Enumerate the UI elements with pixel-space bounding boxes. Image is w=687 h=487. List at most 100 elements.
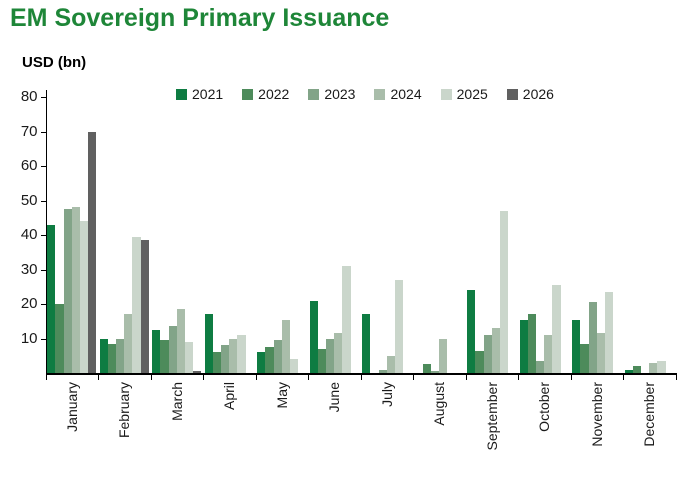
- bar-2023-march: [168, 326, 177, 373]
- legend-label-2026: 2026: [522, 86, 554, 102]
- legend-label-2021: 2021: [192, 86, 224, 102]
- bar-2024-february: [124, 314, 133, 373]
- bar-2021-july: [362, 314, 371, 373]
- bar-2024-august: [439, 338, 448, 373]
- legend-label-2025: 2025: [456, 86, 488, 102]
- y-axis-tick: [40, 200, 46, 202]
- bar-2025-march: [184, 341, 194, 373]
- bar-2022-october: [527, 314, 537, 373]
- bar-2021-december: [624, 369, 633, 373]
- bar-2021-april: [204, 314, 213, 373]
- x-axis-tick: [98, 374, 99, 380]
- legend-swatch-2026: [506, 88, 518, 100]
- bar-2023-january: [63, 209, 72, 373]
- bar-2024-may: [281, 319, 290, 373]
- bar-2025-november: [604, 291, 614, 373]
- y-axis-tick-label: 20: [20, 295, 38, 312]
- bar-2026-march: [193, 371, 202, 373]
- bar-2023-october: [536, 360, 545, 373]
- x-axis-tick: [308, 374, 309, 380]
- bar-2021-january: [47, 224, 56, 373]
- y-axis-tick: [40, 235, 46, 236]
- bar-2022-february: [107, 343, 117, 373]
- legend-swatch-2024: [374, 88, 386, 100]
- bar-2023-november: [588, 302, 597, 373]
- x-axis-tick: [45, 374, 47, 380]
- y-axis-tick: [40, 166, 46, 167]
- bar-2025-july: [394, 279, 404, 373]
- y-axis-tick: [40, 97, 46, 98]
- bar-2022-august: [422, 364, 432, 373]
- x-axis-label-december: December: [641, 382, 658, 447]
- y-axis-tick-label: 60: [20, 157, 38, 174]
- bar-2022-january: [55, 304, 64, 373]
- y-axis-tick-label: 50: [20, 191, 38, 209]
- legend-item-2021: 2021: [176, 86, 223, 102]
- bar-2024-december: [649, 362, 658, 373]
- legend-item-2025: 2025: [440, 86, 488, 102]
- bar-2023-april: [221, 345, 230, 373]
- bar-2022-april: [212, 352, 222, 373]
- legend-item-2023: 2023: [308, 86, 355, 102]
- bar-2023-may: [273, 340, 282, 373]
- bar-2024-october: [544, 335, 553, 373]
- x-axis-tick: [623, 374, 624, 380]
- bar-2025-february: [132, 236, 141, 373]
- x-axis-label-february: February: [116, 382, 133, 439]
- bar-2021-november: [572, 319, 581, 373]
- legend-swatch-2025: [440, 88, 452, 100]
- bar-2023-june: [326, 338, 335, 373]
- bar-2025-december: [657, 360, 666, 373]
- legend-label-2024: 2024: [390, 86, 422, 102]
- legend-item-2024: 2024: [374, 86, 422, 102]
- bar-2025-june: [342, 266, 351, 373]
- bar-2022-september: [475, 350, 484, 373]
- bar-2021-march: [152, 329, 161, 373]
- chart-title: EM Sovereign Primary Issuance: [10, 4, 390, 32]
- bar-2025-october: [552, 285, 561, 373]
- y-axis-tick: [40, 269, 46, 271]
- bar-2024-september: [491, 328, 500, 373]
- bar-2023-february: [116, 338, 125, 373]
- bar-2021-february: [99, 338, 108, 373]
- bar-2021-september: [467, 290, 476, 373]
- x-axis-tick: [675, 374, 677, 380]
- legend-item-2022: 2022: [242, 86, 289, 102]
- bar-2026-february: [140, 240, 149, 373]
- bar-2022-march: [160, 340, 169, 373]
- bar-2021-june: [309, 300, 318, 373]
- bar-2022-may: [265, 347, 274, 373]
- x-axis-tick: [360, 374, 362, 380]
- bar-2023-september: [483, 335, 492, 373]
- y-axis-tick: [40, 131, 46, 133]
- legend-label-2022: 2022: [258, 86, 290, 102]
- bar-2023-july: [378, 369, 387, 373]
- legend-swatch-2021: [176, 88, 187, 100]
- x-axis-tick: [465, 374, 467, 380]
- legend-swatch-2023: [308, 88, 320, 100]
- x-axis-tick: [570, 374, 572, 380]
- bar-2022-november: [580, 343, 589, 373]
- y-axis-tick-label: 30: [20, 260, 38, 278]
- y-axis-tick-label: 70: [20, 122, 38, 140]
- bar-2025-january: [79, 221, 89, 373]
- bar-2024-january: [71, 207, 80, 373]
- x-axis-label-october: October: [536, 382, 553, 432]
- x-axis-label-march: March: [168, 382, 185, 421]
- bar-2022-june: [317, 348, 327, 373]
- bar-2022-december: [632, 366, 642, 373]
- y-axis-unit-label: USD (bn): [22, 54, 87, 71]
- x-axis-tick: [150, 374, 152, 380]
- bar-2024-april: [229, 338, 238, 373]
- bar-2024-june: [334, 333, 343, 373]
- legend: 2021 2022 2023 2024 2025 2026: [176, 86, 554, 102]
- bar-2021-october: [519, 319, 528, 373]
- y-axis-tick: [40, 304, 46, 305]
- x-axis-label-august: August: [431, 382, 448, 426]
- bar-2025-may: [289, 359, 299, 373]
- x-axis-tick: [203, 374, 204, 380]
- y-axis-tick-label: 80: [20, 88, 38, 105]
- x-axis-label-january: January: [63, 382, 80, 432]
- y-axis-line: [45, 90, 47, 373]
